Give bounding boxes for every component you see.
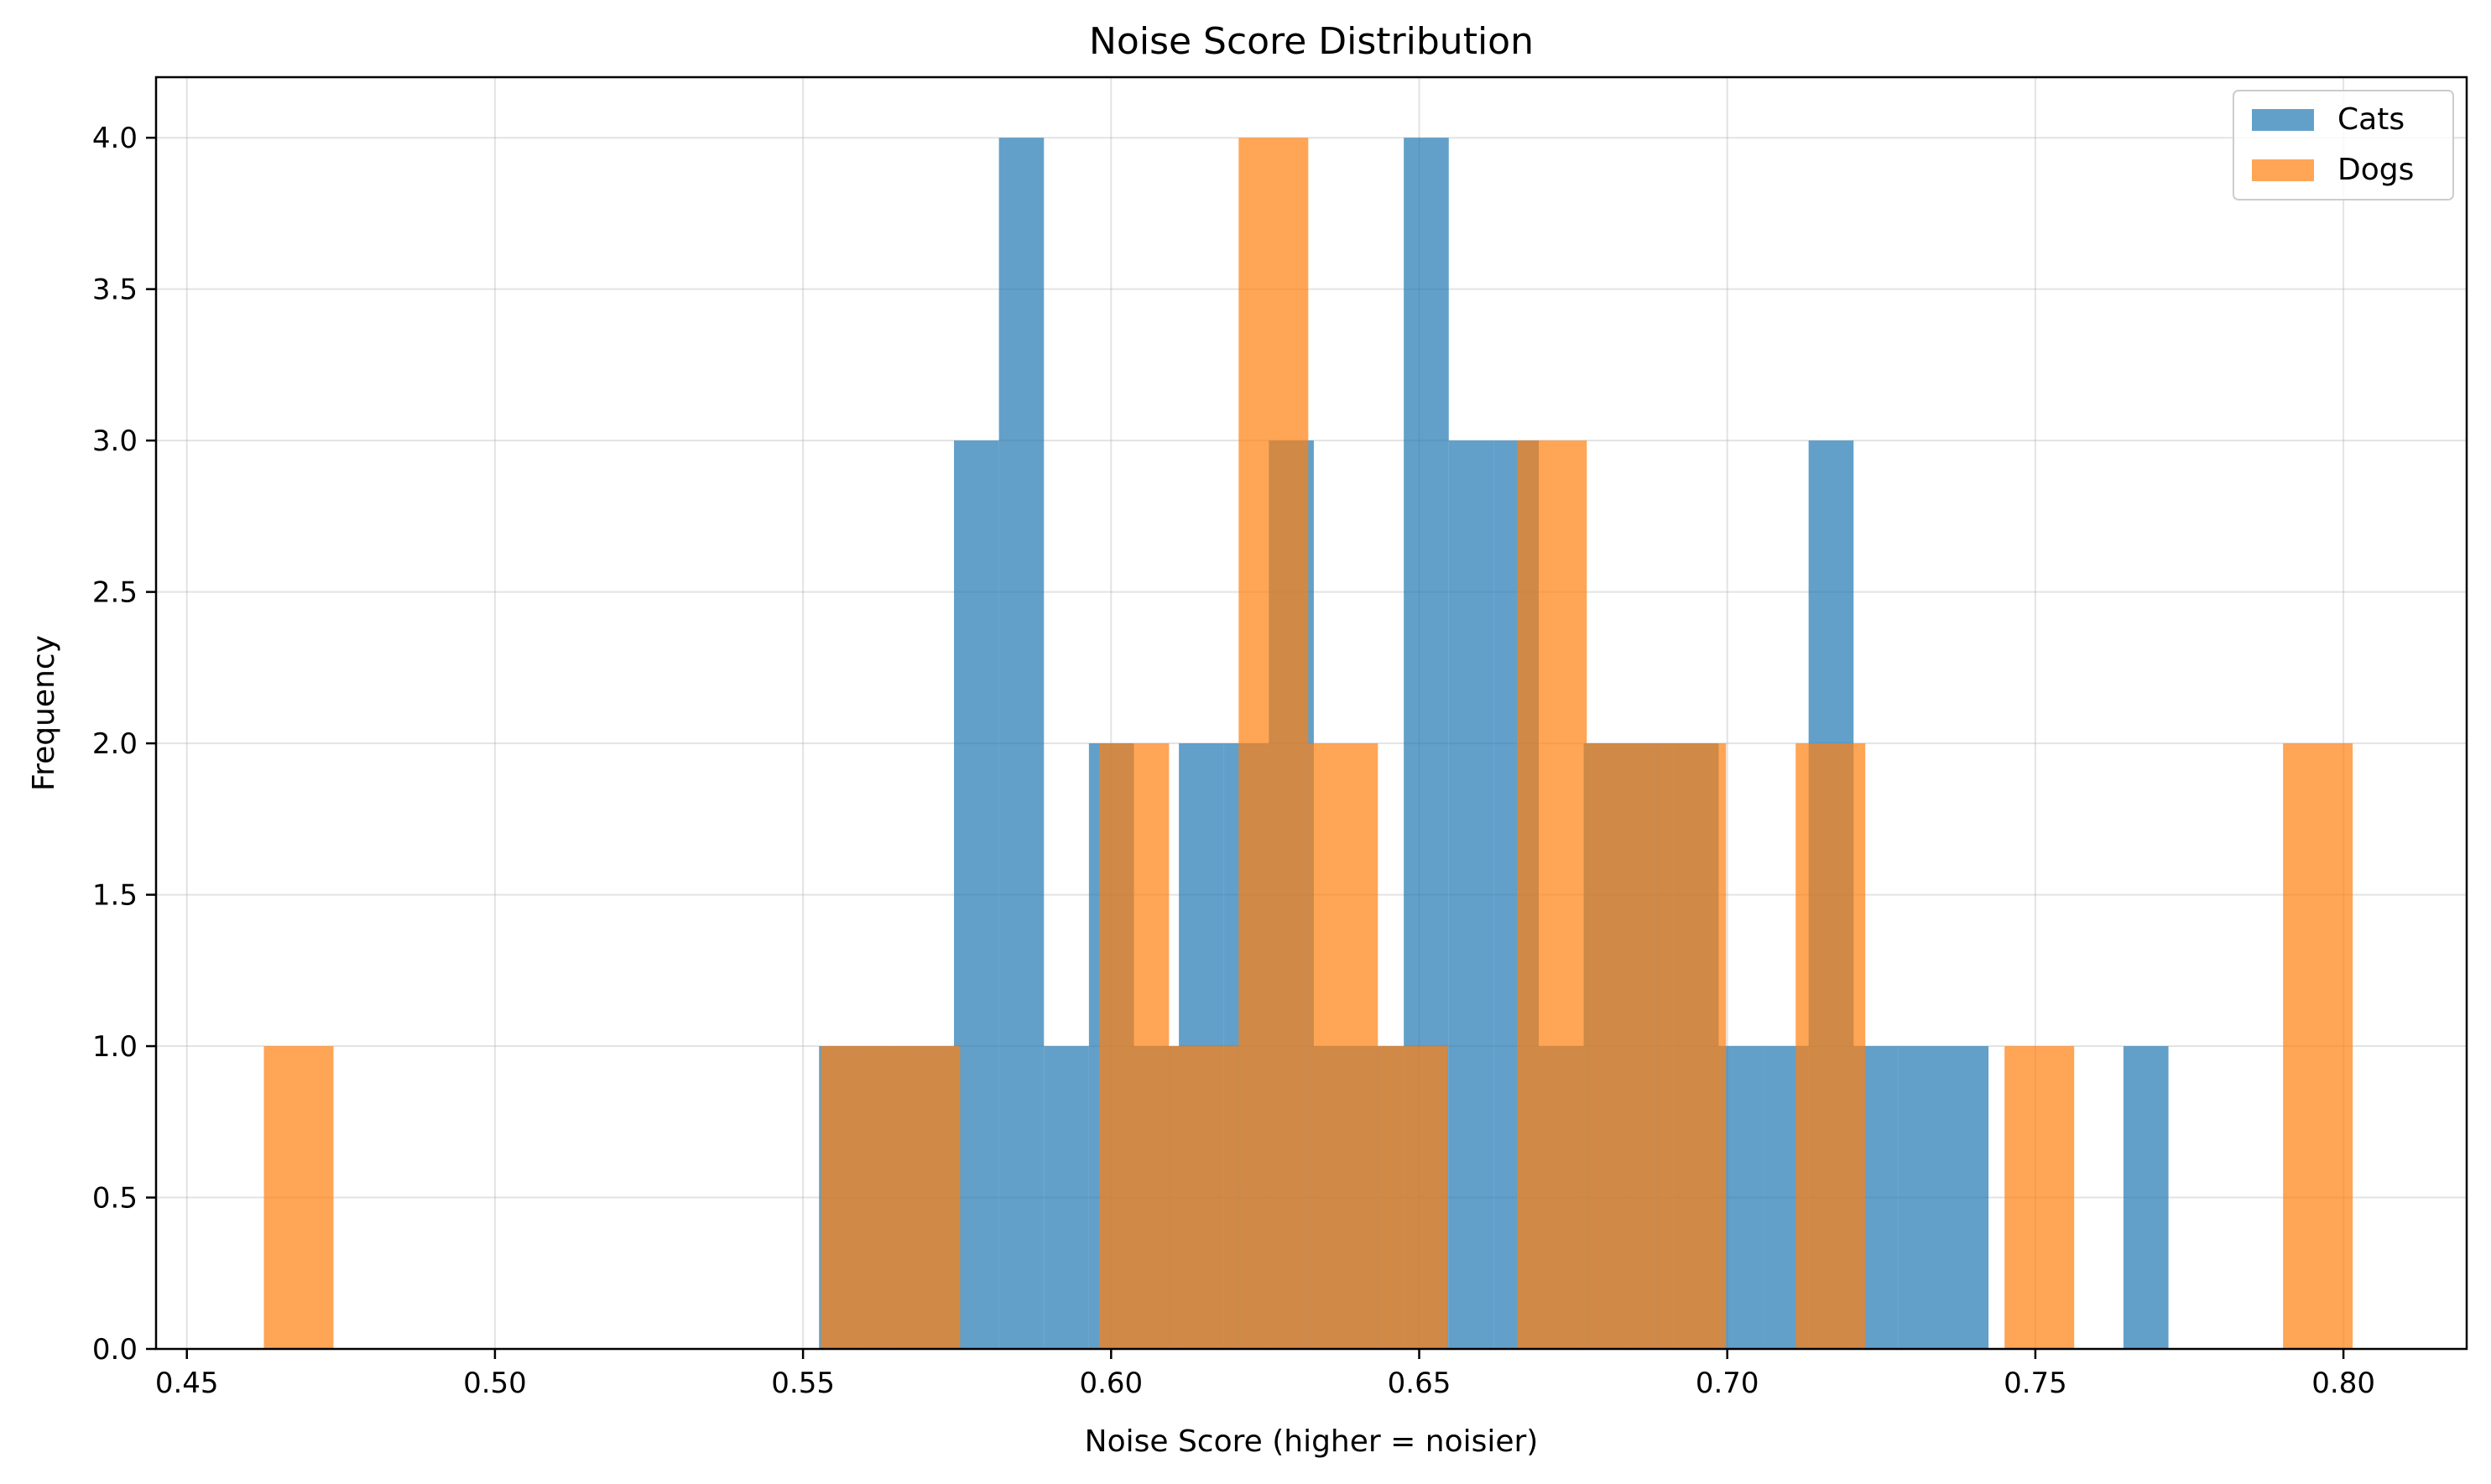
x-tick-label-1: 0.50: [463, 1367, 527, 1400]
y-tick-label-5: 2.5: [92, 576, 138, 610]
ticks: 0.45 0.50 0.55 0.60 0.65 0.70 0.75 0.80 0.0 0.5 1.…: [92, 122, 2375, 1400]
y-tick-label-0: 0.0: [92, 1333, 138, 1367]
legend-swatch-cats: [2252, 109, 2314, 131]
x-tick-label-3: 0.60: [1079, 1367, 1143, 1400]
bar-dogs-14: [1238, 138, 1309, 1350]
bar-dogs-12: [1099, 743, 1170, 1349]
y-axis-label: Frequency: [27, 635, 61, 791]
bar-dogs-18: [1517, 440, 1587, 1350]
bar-dogs-13: [1169, 1046, 1239, 1349]
bar-dogs-19: [1587, 743, 1657, 1349]
legend-label-dogs: Dogs: [2337, 153, 2414, 187]
bar-dogs-25: [2004, 1046, 2075, 1349]
x-tick-label-4: 0.65: [1388, 1367, 1451, 1400]
x-tick-label-5: 0.70: [1696, 1367, 1759, 1400]
series-dogs: [263, 138, 2353, 1350]
legend-swatch-dogs: [2252, 159, 2314, 181]
x-tick-label-6: 0.75: [2004, 1367, 2067, 1400]
bar-dogs-15: [1308, 743, 1378, 1349]
bar-cats-4: [998, 138, 1045, 1350]
bar-cats-3: [954, 440, 999, 1350]
x-axis-label: Noise Score (higher = noisier): [1085, 1424, 1539, 1459]
chart-title: Noise Score Distribution: [1089, 20, 1534, 63]
bar-dogs-8: [821, 1046, 891, 1349]
y-tick-label-2: 1.0: [92, 1030, 138, 1064]
bar-cats-29: [2123, 1046, 2169, 1349]
bar-cats-24: [1898, 1046, 1944, 1349]
x-tick-label-7: 0.80: [2311, 1367, 2375, 1400]
x-tick-label-2: 0.55: [771, 1367, 835, 1400]
bar-dogs-22: [1795, 743, 1866, 1349]
bar-dogs-16: [1378, 1046, 1448, 1349]
bar-dogs-0: [263, 1046, 334, 1349]
bar-cats-25: [1943, 1046, 1989, 1349]
x-tick-label-0: 0.45: [155, 1367, 219, 1400]
y-tick-label-4: 2.0: [92, 727, 138, 761]
bar-dogs-9: [890, 1046, 961, 1349]
y-tick-label-1: 0.5: [92, 1182, 138, 1216]
y-tick-label-7: 3.5: [92, 273, 138, 307]
bar-dogs-29: [2283, 743, 2353, 1349]
bar-cats-20: [1718, 1046, 1764, 1349]
bar-dogs-20: [1656, 743, 1727, 1349]
legend: Cats Dogs: [2233, 90, 2454, 200]
bar-cats-5: [1044, 1046, 1089, 1349]
bar-cats-14: [1448, 440, 1494, 1350]
bars: [263, 138, 2353, 1350]
y-tick-label-8: 4.0: [92, 122, 138, 155]
axes-frame: [154, 76, 2468, 1351]
legend-label-cats: Cats: [2337, 102, 2405, 137]
y-tick-label-3: 1.5: [92, 879, 138, 913]
y-tick-label-6: 3.0: [92, 424, 138, 458]
